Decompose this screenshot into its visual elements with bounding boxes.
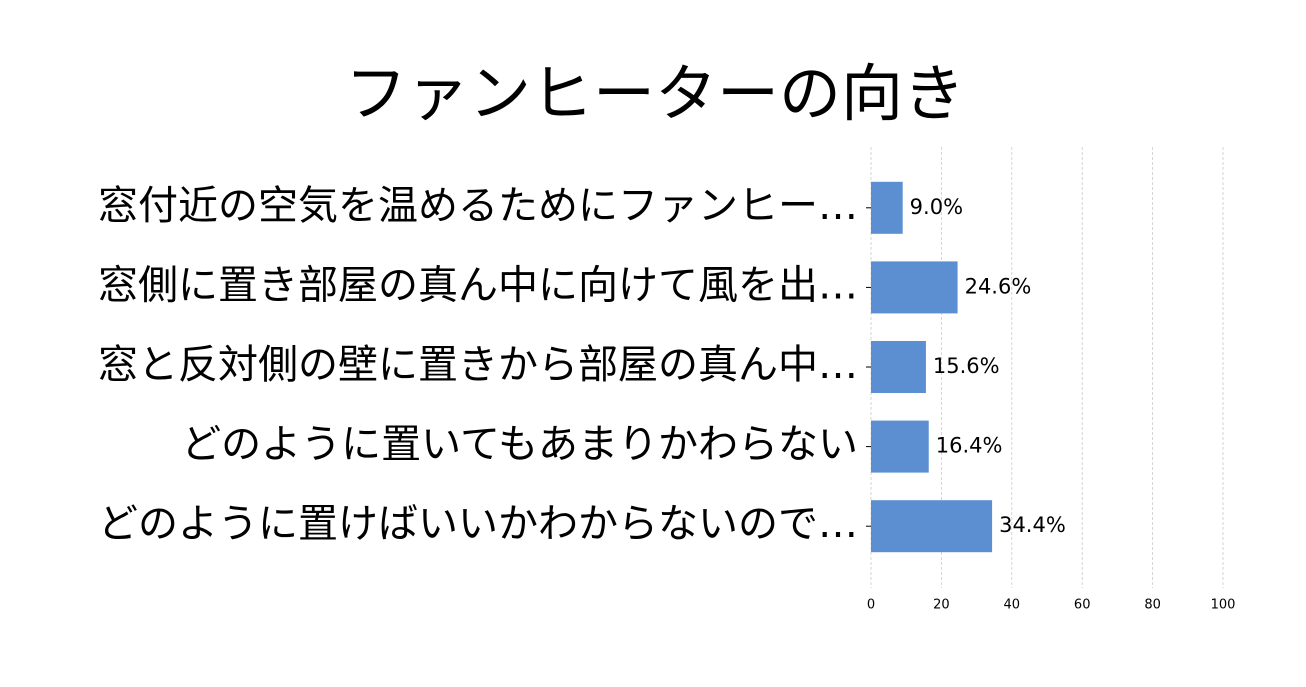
y-tick-label: 窓と反対側の壁に置きから部屋の真ん中… — [98, 342, 858, 388]
chart-title: ファンヒーターの向き — [345, 57, 965, 130]
y-tick-label: どのように置けばいいかわからないので… — [98, 501, 858, 547]
value-label: 15.6% — [933, 354, 1000, 378]
y-tick-label: 窓付近の空気を温めるためにファンヒー… — [98, 183, 858, 229]
bar — [871, 261, 958, 314]
x-tick-label: 80 — [1144, 598, 1161, 613]
x-tick-label: 40 — [1004, 598, 1021, 613]
x-tick-label: 20 — [933, 598, 950, 613]
value-label: 16.4% — [936, 434, 1003, 458]
value-label: 34.4% — [999, 513, 1066, 537]
bar — [871, 500, 993, 553]
y-tick-label: どのように置いてもあまりかわらない — [181, 422, 858, 468]
value-label: 9.0% — [910, 195, 963, 219]
x-tick-label: 60 — [1074, 598, 1091, 613]
value-label: 24.6% — [965, 274, 1032, 298]
y-tick-label: 窓側に置き部屋の真ん中に向けて風を出… — [98, 262, 858, 308]
bar — [871, 420, 929, 473]
x-tick-label: 0 — [867, 598, 875, 613]
bar — [871, 341, 926, 393]
bar — [871, 181, 903, 234]
x-tick-label: 100 — [1211, 598, 1236, 613]
